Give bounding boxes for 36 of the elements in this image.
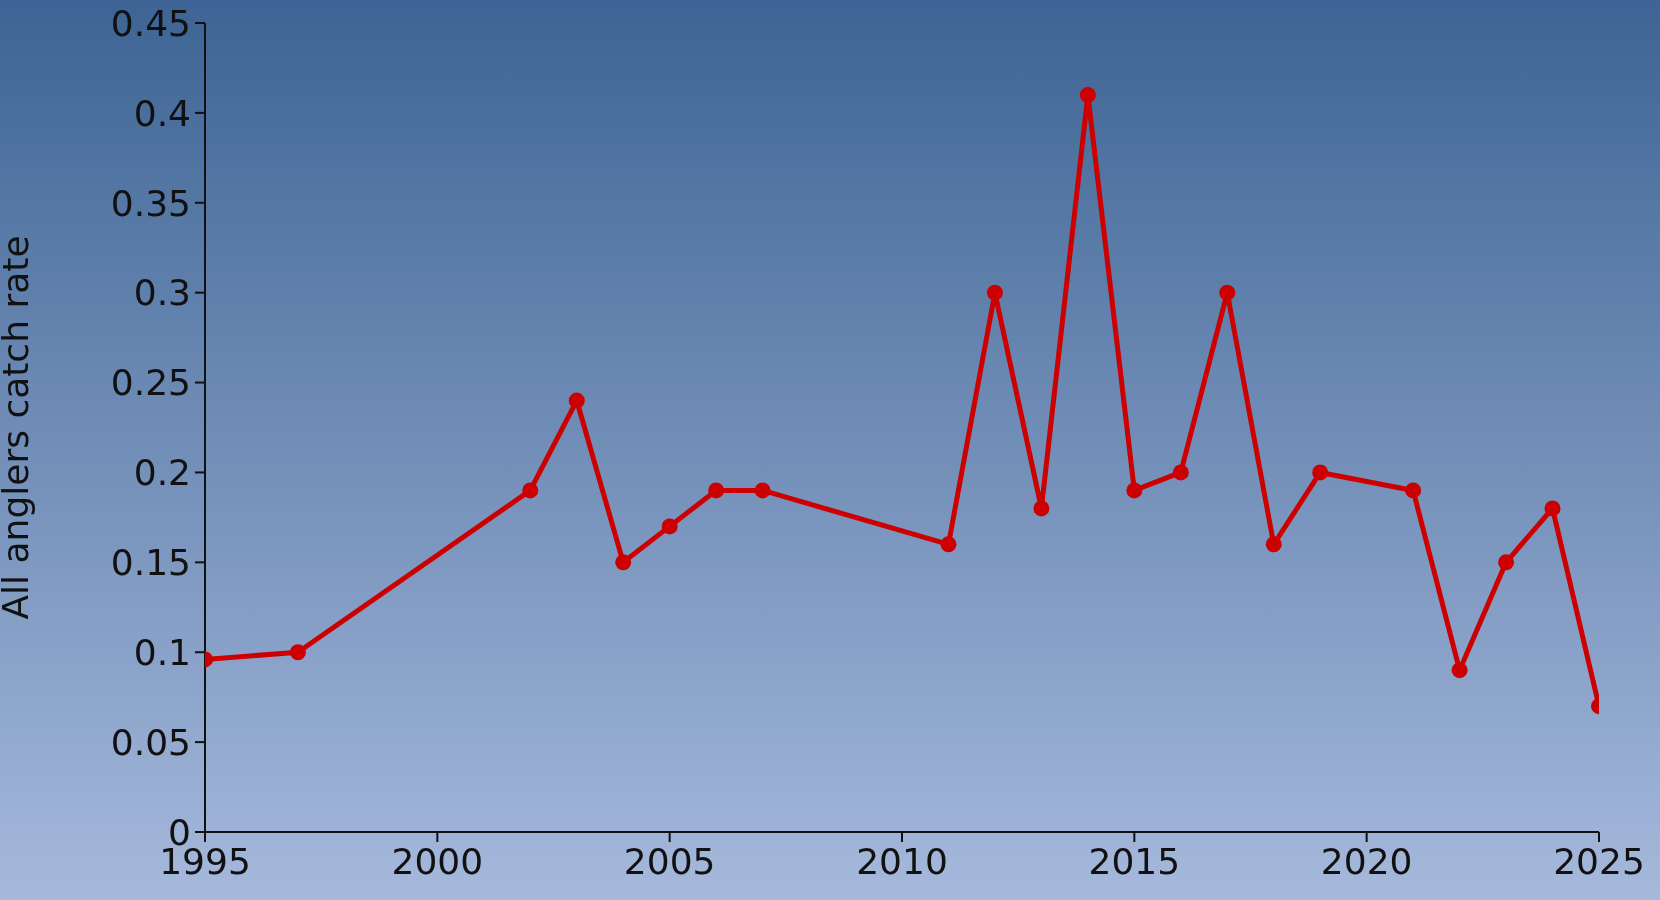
point — [1405, 482, 1422, 499]
y-tick-label: 0.25 — [110, 362, 191, 404]
y-axis-title: All anglers catch rate — [0, 235, 36, 620]
point — [522, 482, 539, 499]
point — [940, 536, 957, 553]
y-tick-label: 0.15 — [110, 542, 191, 584]
point — [708, 482, 725, 499]
point — [615, 554, 632, 571]
point — [568, 392, 585, 409]
x-tick-label: 2020 — [1320, 840, 1413, 882]
x-tick-label: 2025 — [1553, 840, 1645, 882]
point — [289, 644, 306, 661]
x-tick-label: 2000 — [391, 840, 484, 882]
point — [1079, 86, 1096, 103]
point — [754, 482, 771, 499]
point — [1033, 500, 1050, 517]
point — [1126, 482, 1143, 499]
x-tick-label: 2005 — [623, 840, 716, 882]
y-tick-label: 0.35 — [110, 182, 191, 224]
point — [1312, 464, 1329, 481]
x-tick-label: 2010 — [856, 840, 948, 882]
y-tick-label: 0.05 — [110, 721, 191, 763]
point — [1219, 284, 1236, 301]
point — [1498, 554, 1515, 571]
y-tick-label: 0.3 — [133, 272, 191, 314]
point — [661, 518, 678, 535]
y-tick-label: 0.45 — [110, 2, 191, 44]
point — [1172, 464, 1189, 481]
point — [1544, 500, 1561, 517]
x-tick-label: 2015 — [1088, 840, 1181, 882]
y-tick-label: 0.2 — [133, 452, 191, 494]
point — [1265, 536, 1282, 553]
y-tick-label: 0.1 — [133, 632, 191, 673]
point — [1451, 662, 1468, 679]
y-tick-label: 0.4 — [133, 92, 191, 134]
point — [986, 284, 1003, 301]
